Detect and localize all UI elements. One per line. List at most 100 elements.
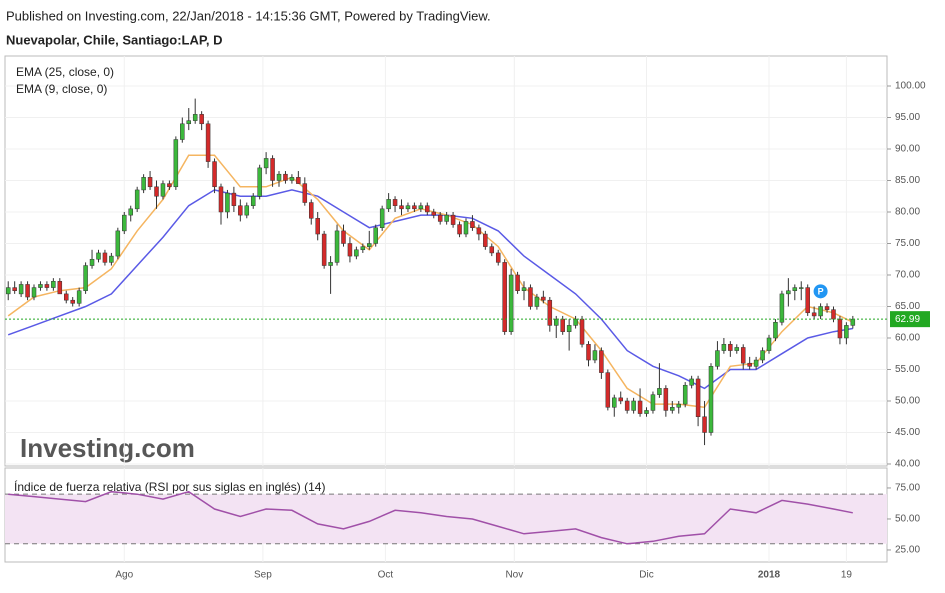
x-tick-label: Ago <box>115 570 133 581</box>
candle-body <box>122 214 127 232</box>
candle-body <box>663 388 669 411</box>
x-tick-label: Nov <box>505 570 523 581</box>
candle-body <box>44 284 50 288</box>
legend-entry: EMA (9, close, 0) <box>16 82 107 96</box>
candle-body <box>102 252 108 263</box>
candle-body <box>779 293 785 323</box>
y-tick-label: 100.00 <box>895 81 926 92</box>
candle-body <box>328 262 333 266</box>
candle-body <box>405 205 411 210</box>
rsi-title: Índice de fuerza relativa (RSI por sus s… <box>14 479 325 494</box>
candle-body <box>476 227 482 235</box>
candle-body <box>64 293 69 301</box>
candle-body <box>31 287 37 298</box>
y-tick-label: 50.00 <box>895 396 920 407</box>
candle-body <box>276 173 282 181</box>
candle-body <box>547 299 553 326</box>
candle-body <box>554 318 559 326</box>
candle-body <box>766 337 772 351</box>
rsi-line <box>8 490 853 545</box>
x-tick-label: Dic <box>639 570 653 581</box>
candle-body <box>76 290 82 304</box>
candle-body <box>250 195 256 206</box>
candle-body <box>831 309 836 320</box>
candle-body <box>263 158 269 169</box>
candle-body <box>134 189 140 210</box>
candle-body <box>379 208 385 228</box>
x-tick-label: 2018 <box>758 570 781 581</box>
candle-body <box>12 287 17 291</box>
candle-body <box>521 287 527 291</box>
last-price-label: 62.99 <box>895 314 920 325</box>
candle-body <box>760 350 765 361</box>
candle-body <box>321 233 327 266</box>
candle-body <box>257 167 262 197</box>
candle-body <box>818 306 823 317</box>
candle-body <box>734 347 740 351</box>
y-tick-label: 65.00 <box>895 301 920 312</box>
candle-body <box>773 321 778 339</box>
price-panel <box>4 55 888 467</box>
rsi-band <box>5 494 887 544</box>
candle-body <box>837 318 843 339</box>
candle-body <box>18 284 24 295</box>
y-tick-label: 95.00 <box>895 112 920 123</box>
candle-body <box>109 255 114 263</box>
candle-body <box>141 177 146 191</box>
candle-body <box>186 120 191 125</box>
candle-body <box>192 114 198 121</box>
candle-body <box>541 296 546 301</box>
y-tick-label: 25.00 <box>895 545 920 556</box>
candle-body <box>167 183 172 188</box>
x-tick-label: Sep <box>254 570 272 581</box>
candle-body <box>528 287 533 307</box>
candle-body <box>605 372 611 408</box>
y-tick-label: 50.00 <box>895 514 920 525</box>
y-tick-label: 60.00 <box>895 333 920 344</box>
candle-body <box>412 205 417 210</box>
candle-body <box>573 318 578 326</box>
candle-body <box>631 400 636 411</box>
candle-body <box>147 177 153 188</box>
published-line: Published on Investing.com, 22/Jan/2018 … <box>6 8 491 23</box>
event-marker <box>813 284 828 299</box>
candle-body <box>302 183 308 203</box>
candle-body <box>670 407 675 411</box>
candle-body <box>341 230 346 244</box>
candle-body <box>205 123 211 162</box>
candle-body <box>599 350 604 373</box>
candle-body <box>721 344 727 351</box>
y-tick-label: 55.00 <box>895 364 920 375</box>
candle-body <box>354 249 359 257</box>
candle-body <box>315 218 320 235</box>
candle-body <box>483 233 488 247</box>
candle-body <box>450 214 456 225</box>
candle-body <box>128 208 133 216</box>
candle-body <box>463 221 469 235</box>
candle-body <box>715 350 720 367</box>
candle-body <box>437 214 443 222</box>
y-tick-label: 90.00 <box>895 144 920 155</box>
candle-body <box>534 296 540 307</box>
candle-body <box>805 287 810 314</box>
candle-body <box>154 186 159 197</box>
candle-body <box>425 205 430 213</box>
candle-body <box>231 192 237 206</box>
candle-body <box>695 378 701 417</box>
candle-body <box>160 183 166 197</box>
candle-body <box>586 344 591 361</box>
y-tick-label: 75.00 <box>895 238 920 249</box>
candle-body <box>689 378 694 386</box>
candle-body <box>418 205 424 210</box>
candle-body <box>495 252 501 263</box>
ema-line <box>7 189 853 390</box>
candle-body <box>283 173 288 181</box>
candle-body <box>650 394 656 411</box>
candle-body <box>51 281 56 288</box>
candle-body <box>309 202 314 219</box>
candle-body <box>57 281 63 295</box>
y-tick-label: 80.00 <box>895 207 920 218</box>
candle-body <box>96 252 101 260</box>
candle-body <box>502 262 507 332</box>
